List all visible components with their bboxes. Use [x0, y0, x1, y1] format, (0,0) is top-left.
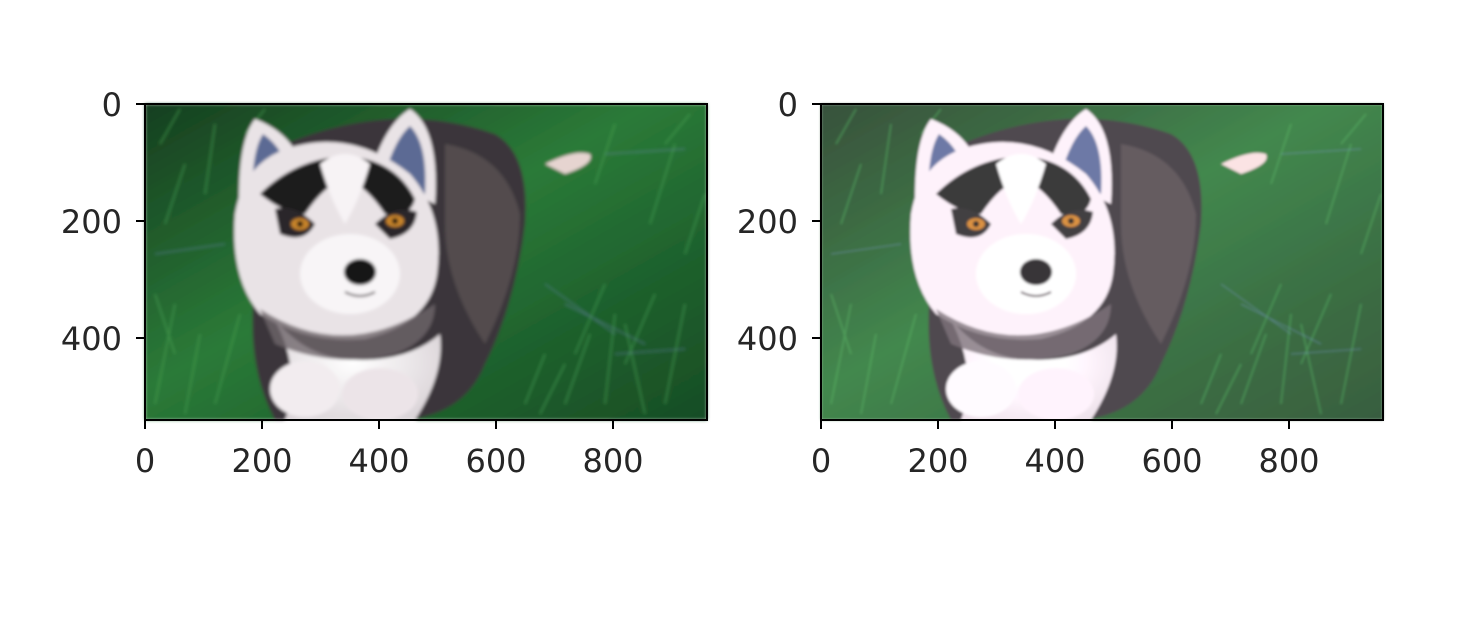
y-tick-label: 200	[61, 203, 122, 241]
x-tick-label: 600	[465, 442, 526, 480]
x-tick-label: 400	[348, 442, 409, 480]
x-tick-label: 0	[135, 442, 155, 480]
x-tick-label: 400	[1024, 442, 1085, 480]
panel-original: 0 200 400 0 200 400 600 800	[61, 86, 708, 480]
y-tick-label: 0	[102, 86, 122, 124]
x-tick-label: 800	[1258, 442, 1319, 480]
x-tick-label: 600	[1141, 442, 1202, 480]
photo-processed	[820, 103, 1384, 421]
x-axis-processed: 0 200 400 600 800	[811, 420, 1320, 480]
y-axis-processed: 0 200 400	[737, 86, 821, 358]
x-tick-label: 200	[231, 442, 292, 480]
y-tick-label: 0	[778, 86, 798, 124]
y-axis-original: 0 200 400	[61, 86, 145, 358]
y-tick-label: 400	[61, 320, 122, 358]
axes-frame-processed	[820, 103, 1384, 421]
x-tick-label: 200	[907, 442, 968, 480]
y-tick-label: 400	[737, 320, 798, 358]
axes-frame-original	[144, 103, 708, 421]
panel-processed: 0 200 400 0 200 400 600 800	[737, 86, 1384, 480]
x-axis-original: 0 200 400 600 800	[135, 420, 644, 480]
x-tick-label: 800	[582, 442, 643, 480]
x-tick-label: 0	[811, 442, 831, 480]
y-tick-label: 200	[737, 203, 798, 241]
photo-original	[144, 103, 708, 421]
